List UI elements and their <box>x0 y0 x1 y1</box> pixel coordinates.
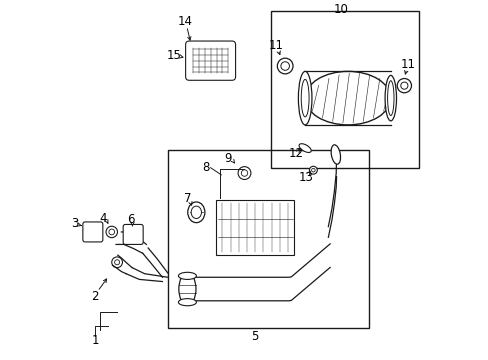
Text: 9: 9 <box>224 152 232 165</box>
Circle shape <box>192 48 197 53</box>
FancyBboxPatch shape <box>82 222 102 242</box>
Bar <box>167 150 368 328</box>
FancyBboxPatch shape <box>185 41 235 80</box>
Ellipse shape <box>179 273 196 305</box>
Text: 5: 5 <box>251 330 258 343</box>
Circle shape <box>198 218 201 221</box>
Circle shape <box>396 78 410 93</box>
Circle shape <box>135 229 139 232</box>
Ellipse shape <box>330 145 340 164</box>
Circle shape <box>135 237 139 240</box>
Ellipse shape <box>298 71 311 125</box>
Bar <box>271 11 419 168</box>
Circle shape <box>189 68 193 72</box>
Text: 4: 4 <box>100 212 107 225</box>
Circle shape <box>114 260 120 265</box>
Ellipse shape <box>305 71 390 125</box>
Text: 3: 3 <box>71 217 79 230</box>
Circle shape <box>241 170 247 176</box>
Circle shape <box>127 229 131 232</box>
Text: 8: 8 <box>202 161 209 174</box>
Circle shape <box>106 226 117 238</box>
Circle shape <box>222 68 227 73</box>
Circle shape <box>112 257 122 267</box>
Text: 7: 7 <box>183 192 191 204</box>
Text: 15: 15 <box>166 49 181 62</box>
Circle shape <box>309 166 317 174</box>
Text: 11: 11 <box>268 39 284 52</box>
Ellipse shape <box>178 299 196 306</box>
Ellipse shape <box>301 80 308 117</box>
Ellipse shape <box>384 75 396 121</box>
Circle shape <box>400 82 407 89</box>
Ellipse shape <box>178 272 196 279</box>
Text: 11: 11 <box>400 58 415 71</box>
Circle shape <box>280 62 289 70</box>
Circle shape <box>191 218 194 221</box>
Circle shape <box>95 226 99 230</box>
FancyBboxPatch shape <box>123 224 143 244</box>
Circle shape <box>109 229 114 235</box>
Circle shape <box>87 234 91 238</box>
Text: 2: 2 <box>91 290 99 303</box>
Text: 6: 6 <box>127 213 135 226</box>
Ellipse shape <box>187 202 204 223</box>
Circle shape <box>187 66 196 75</box>
Circle shape <box>222 48 227 53</box>
Ellipse shape <box>191 206 201 219</box>
Text: 10: 10 <box>333 3 347 16</box>
Circle shape <box>191 203 194 207</box>
Circle shape <box>198 203 201 207</box>
Text: 12: 12 <box>288 147 303 160</box>
Ellipse shape <box>299 144 310 153</box>
Circle shape <box>311 168 314 172</box>
Text: 14: 14 <box>178 15 193 28</box>
Text: 1: 1 <box>91 334 99 347</box>
Circle shape <box>87 226 91 230</box>
Circle shape <box>192 68 197 73</box>
Circle shape <box>238 167 250 180</box>
Circle shape <box>95 234 99 238</box>
Text: 13: 13 <box>298 171 313 184</box>
Bar <box>216 200 294 255</box>
Circle shape <box>127 237 131 240</box>
Ellipse shape <box>387 81 393 116</box>
Circle shape <box>277 58 292 74</box>
